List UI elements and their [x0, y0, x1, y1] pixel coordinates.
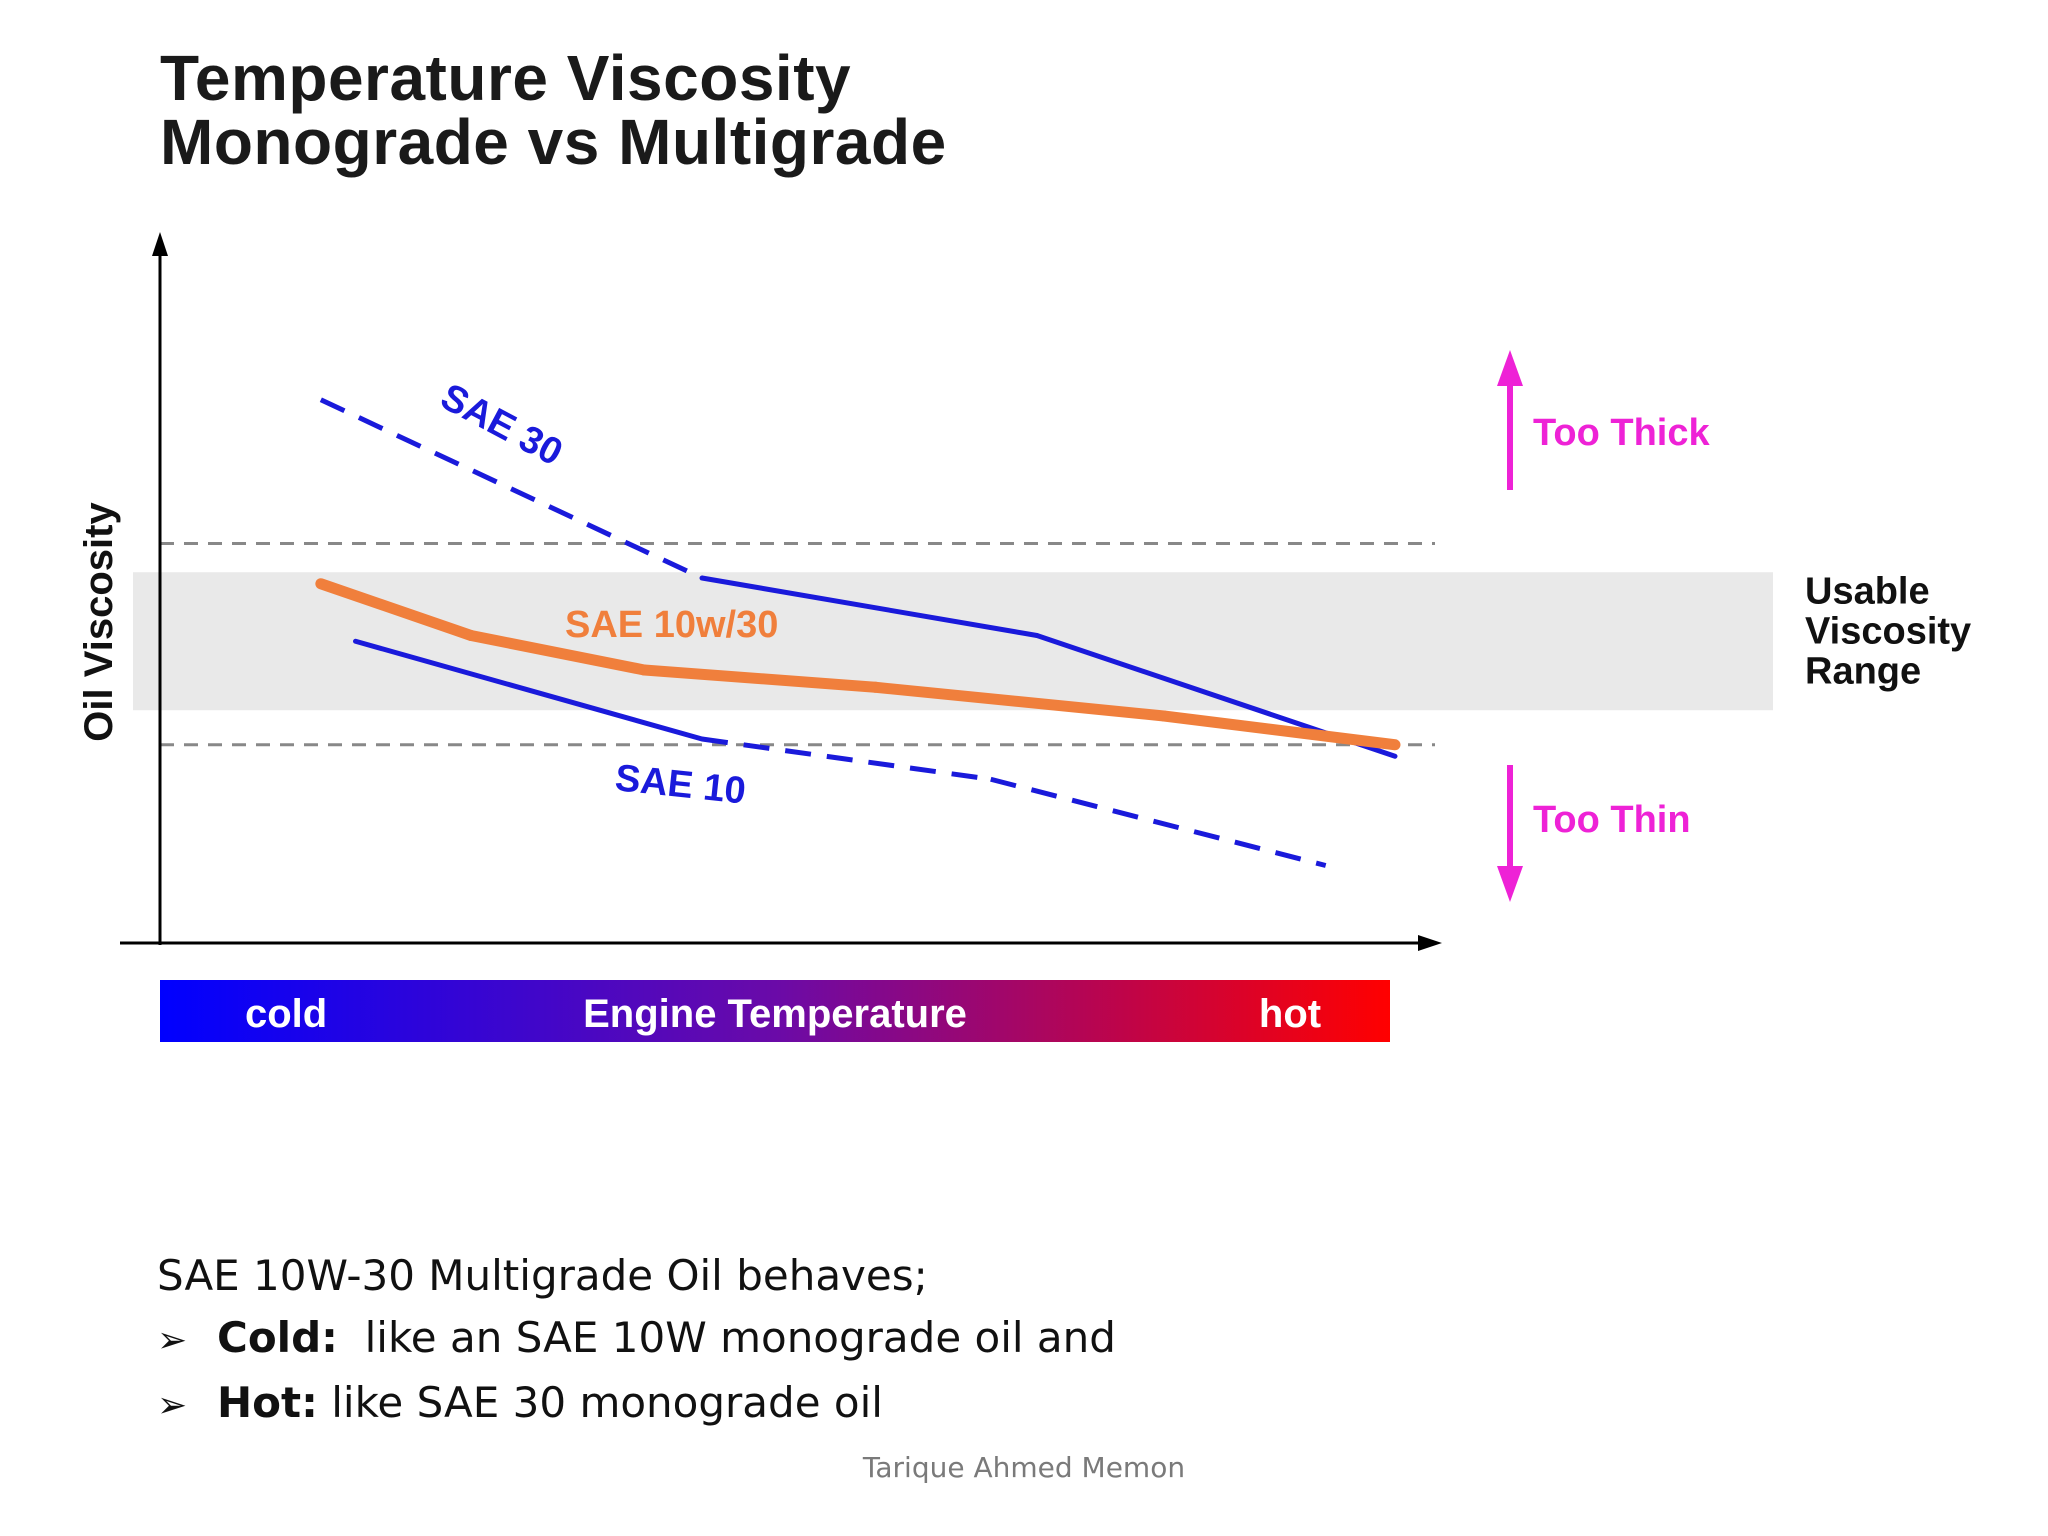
series-label-sae-10: SAE 10 [613, 757, 748, 812]
notes-intro: SAE 10W-30 Multigrade Oil behaves; [157, 1251, 928, 1300]
series-layer [315, 397, 1401, 868]
bullet-arrow-icon: ➢ [157, 1320, 188, 1361]
list-item: ➢ Cold: like an SAE 10W monograde oil and [157, 1307, 1116, 1372]
series-segment [1158, 710, 1401, 751]
x-high-label: hot [1259, 992, 1321, 1036]
usable-range-label-line: Usable [1805, 570, 1930, 612]
x-axis-arrow [1418, 935, 1442, 951]
note-text: like an SAE 10W monograde oil and [337, 1313, 1116, 1362]
notes-block: SAE 10W-30 Multigrade Oil behaves; ➢ Cold… [157, 1245, 1116, 1437]
note-head: Hot: [217, 1378, 318, 1427]
bullet-arrow-icon: ➢ [157, 1385, 188, 1426]
series-segment [319, 397, 704, 581]
note-head: Cold: [217, 1313, 338, 1362]
series-label-sae-10w30: SAE 10w/30 [565, 604, 778, 646]
too-thin-arrow-head [1497, 866, 1523, 902]
too-thick-label: Too Thick [1533, 412, 1710, 454]
series-segment [315, 578, 477, 641]
usable-range-label-line: Viscosity [1805, 610, 1971, 652]
series-segment [869, 681, 1170, 722]
series-segment [638, 664, 881, 693]
too-thick-arrow-head [1497, 350, 1523, 386]
series-segment [699, 575, 1040, 638]
author-credit: Tarique Ahmed Memon [862, 1451, 1186, 1484]
y-axis-arrow [152, 232, 168, 256]
series-sae-10 [353, 638, 1327, 868]
series-sae-10w-30 [315, 578, 1401, 751]
note-text: like SAE 30 monograde oil [317, 1378, 883, 1427]
usable-range-label: Usable Viscosity Range [1805, 570, 1971, 692]
series-segment [990, 776, 1327, 868]
viscosity-chart: Oil Viscosity SAE 30 SAE 10w/30 SAE 10 T… [77, 232, 1971, 1042]
x-axis-label: Engine Temperature [583, 992, 967, 1036]
series-segment [353, 638, 705, 742]
usable-viscosity-band [133, 572, 1773, 711]
usable-range-label-line: Range [1805, 650, 1921, 692]
list-item: ➢ Hot: like SAE 30 monograde oil [157, 1372, 1116, 1437]
series-segment [701, 736, 992, 782]
title-line-1: Temperature Viscosity [160, 42, 852, 114]
too-thin-label: Too Thin [1533, 799, 1691, 841]
y-axis-label: Oil Viscosity [77, 502, 121, 742]
title-line-2: Monograde vs Multigrade [160, 106, 947, 178]
series-segment [465, 630, 650, 676]
temperature-gradient-bar [160, 980, 1390, 1042]
x-low-label: cold [245, 992, 327, 1036]
